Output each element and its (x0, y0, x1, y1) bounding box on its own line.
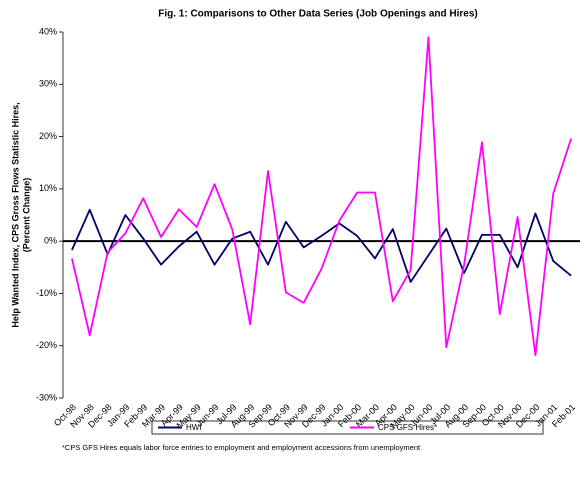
footnote: *CPS GFS Hires equals labor force entrie… (62, 443, 421, 452)
legend-box (151, 420, 544, 435)
y-tick-label: 20% (39, 131, 57, 141)
legend-label: HWI (186, 423, 202, 432)
y-tick-label: -30% (36, 392, 57, 402)
series-line (71, 208, 572, 283)
series-line (71, 36, 572, 357)
y-tick-label: 10% (39, 183, 57, 193)
y-tick-label: 30% (39, 79, 57, 89)
y-tick-label: -20% (36, 340, 57, 350)
y-axis-title: (Percent Change) (21, 178, 31, 253)
y-tick-label: 0% (44, 236, 57, 246)
y-tick-label: 40% (39, 26, 57, 36)
chart-title: Fig. 1: Comparisons to Other Data Series… (158, 9, 478, 20)
y-axis-title: Help Wanted Index, CPS Gross Flows Stati… (10, 102, 20, 327)
y-tick-label: -10% (36, 288, 57, 298)
legend-label: CPS GFS Hires* (378, 423, 437, 432)
